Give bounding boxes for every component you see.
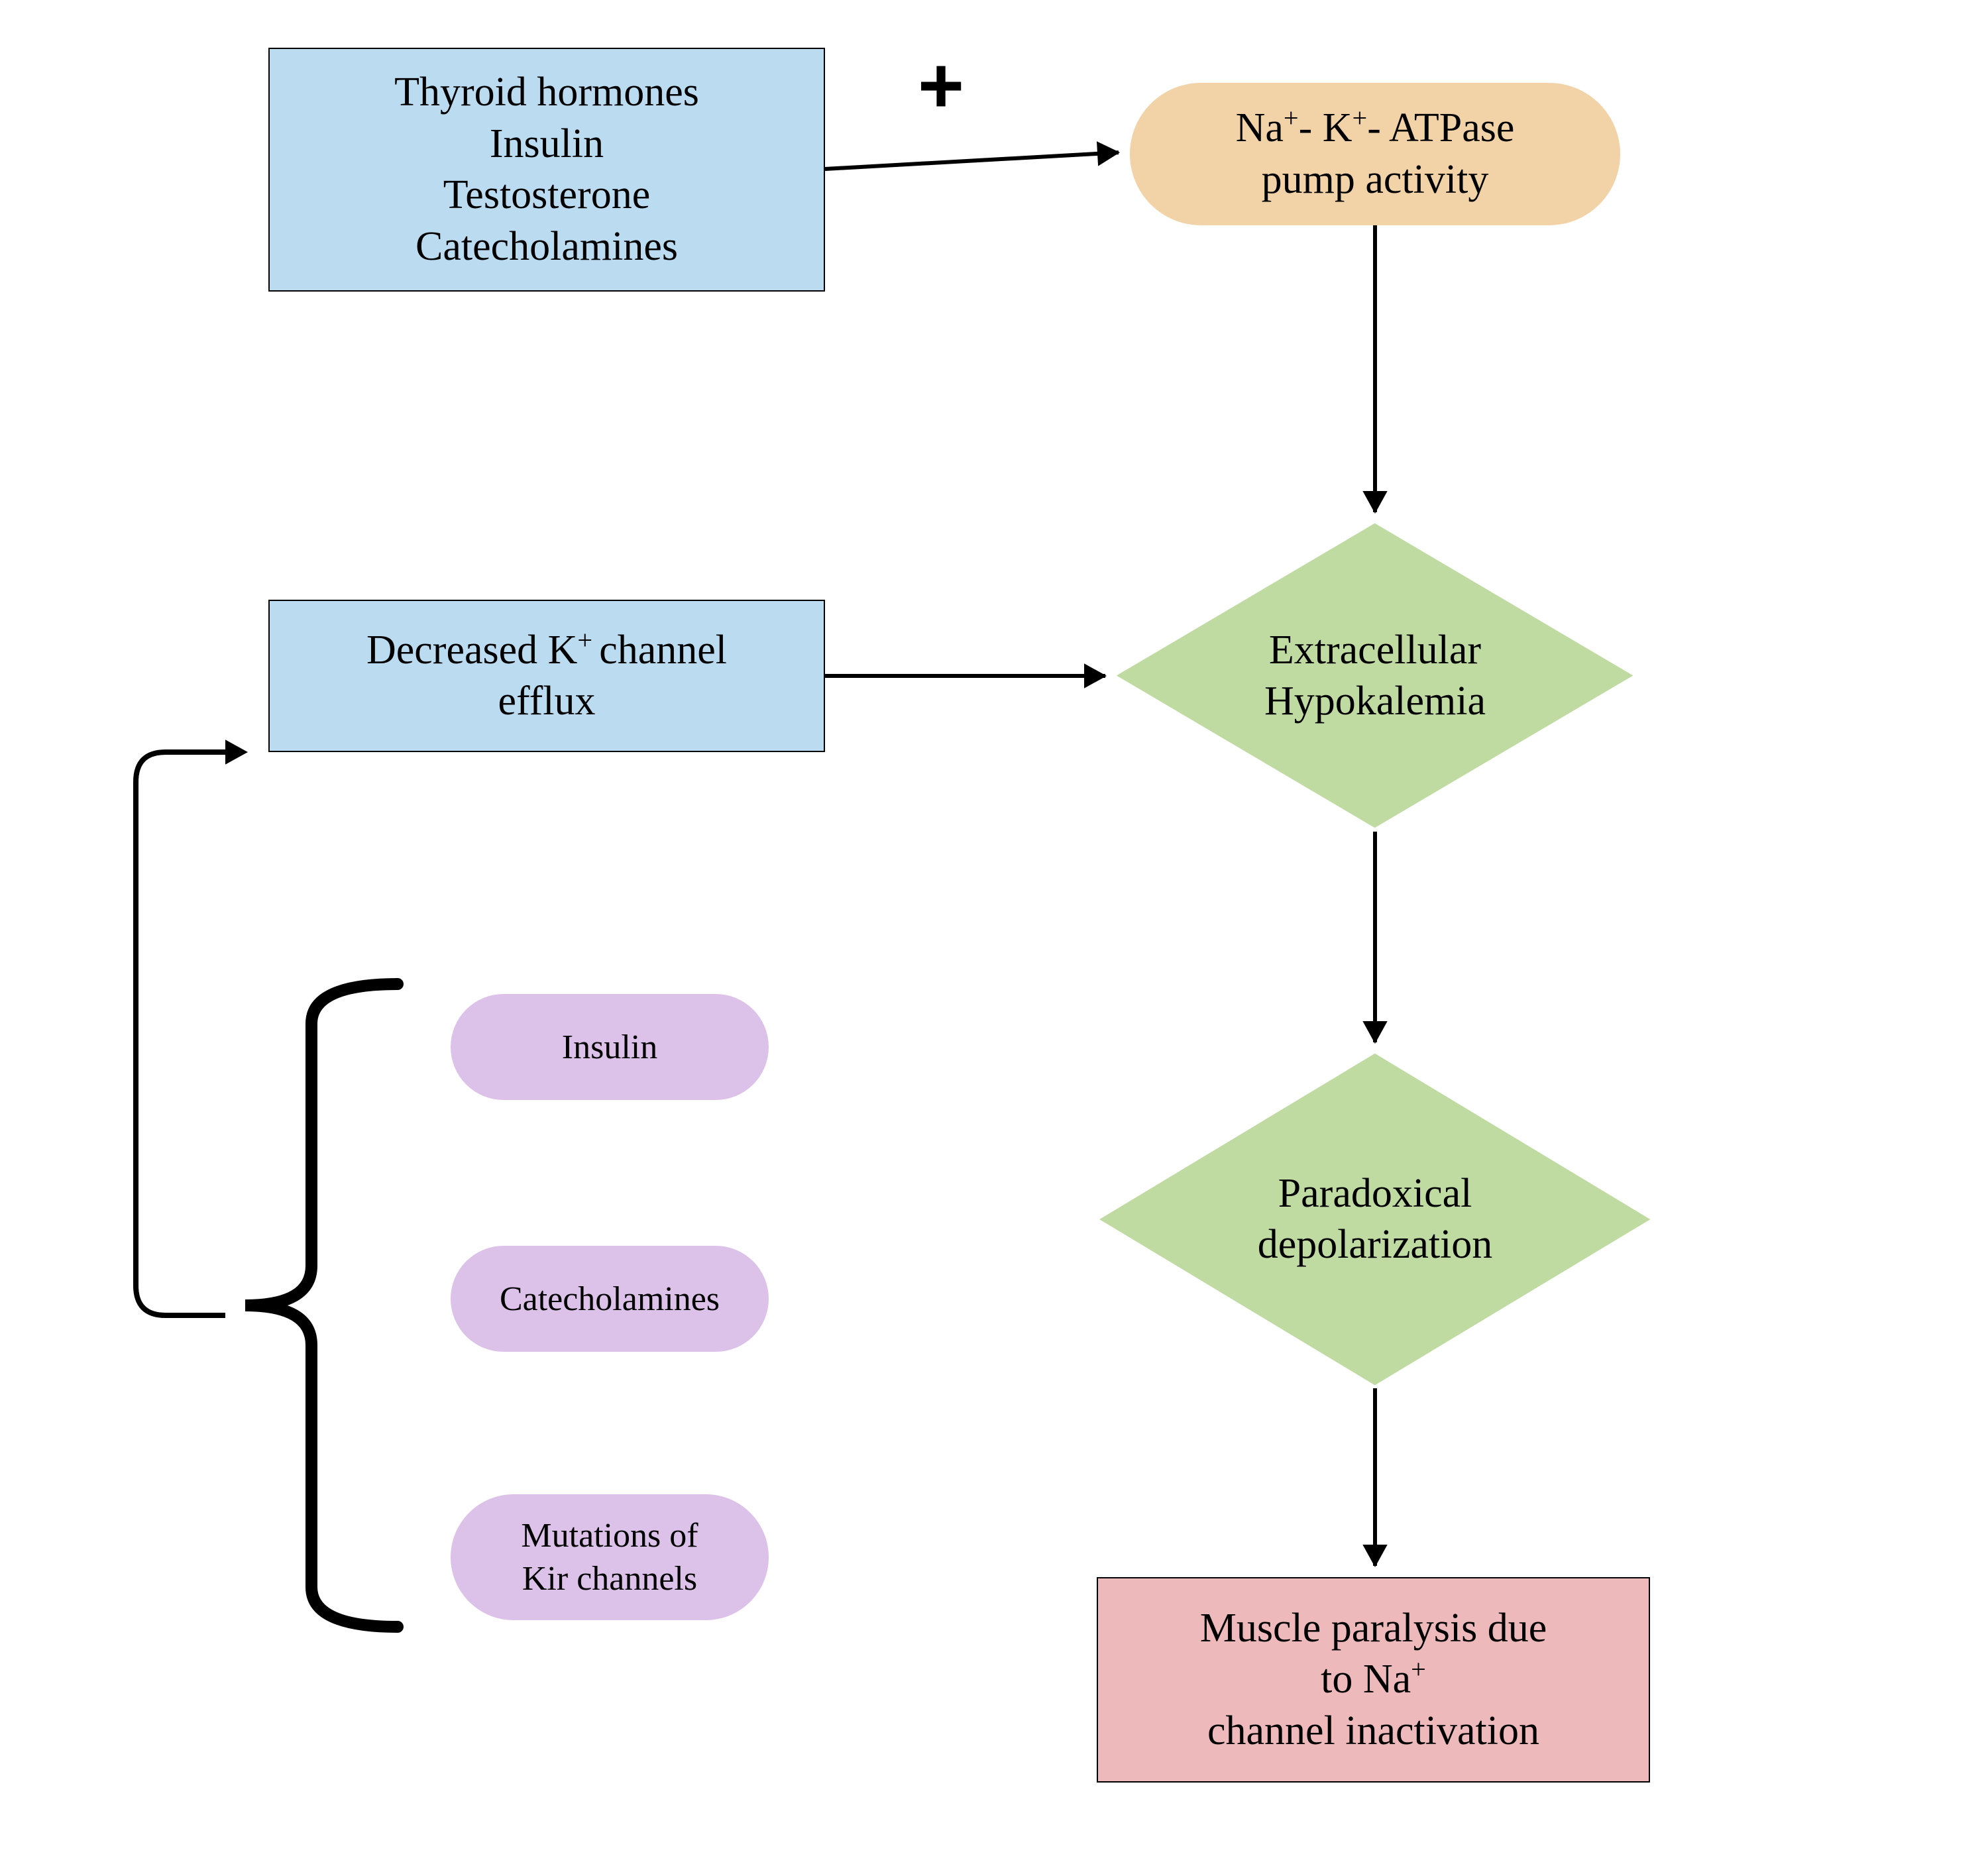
loop-pills-to-kchannel	[136, 752, 225, 1315]
kir_pill-label: Mutations ofKir channels	[521, 1514, 698, 1600]
hormones-to-atpase-arrowhead	[1097, 141, 1120, 166]
catechol_pill-label: Catecholamines	[500, 1278, 720, 1321]
kchannel_box-label: Decreased K+ channelefflux	[366, 625, 727, 728]
insulin_pill-label: Insulin	[562, 1026, 657, 1069]
paralysis_box-label: Muscle paralysis dueto Na+channel inacti…	[1200, 1603, 1547, 1757]
plus-icon: +	[918, 40, 964, 131]
diagram-canvas: + Thyroid hormonesInsulinTestosteroneCat…	[0, 0, 1988, 1870]
catechol_pill: Catecholamines	[451, 1246, 769, 1352]
atpase_pill-label: Na+- K+- ATPasepump activity	[1236, 103, 1515, 205]
atpase_pill: Na+- K+- ATPasepump activity	[1130, 83, 1620, 225]
depol_diamond-label: Paradoxicaldepolarization	[1100, 1054, 1650, 1385]
group-brace	[245, 984, 398, 1627]
hypokalemia-to-depol-arrowhead	[1362, 1021, 1387, 1044]
depol_diamond: Paradoxicaldepolarization	[1100, 1054, 1650, 1385]
kir_pill: Mutations ofKir channels	[451, 1494, 769, 1620]
insulin_pill: Insulin	[451, 994, 769, 1100]
hypokalemia_diamond: ExtracellularHypokalemia	[1117, 523, 1633, 828]
kchannel_box: Decreased K+ channelefflux	[268, 600, 825, 752]
hormones_box-label: Thyroid hormonesInsulinTestosteroneCatec…	[394, 67, 699, 272]
hormones_box: Thyroid hormonesInsulinTestosteroneCatec…	[268, 48, 825, 292]
paralysis_box: Muscle paralysis dueto Na+channel inacti…	[1097, 1577, 1650, 1783]
hypokalemia_diamond-label: ExtracellularHypokalemia	[1117, 523, 1633, 828]
hormones-to-atpase	[825, 152, 1119, 169]
kchannel-to-hypokalemia-arrowhead	[1084, 663, 1107, 688]
atpase-to-hypokalemia-arrowhead	[1362, 491, 1387, 514]
loop-pills-to-kchannel-arrowhead	[225, 740, 248, 764]
depol-to-paralysis-arrowhead	[1362, 1545, 1387, 1567]
